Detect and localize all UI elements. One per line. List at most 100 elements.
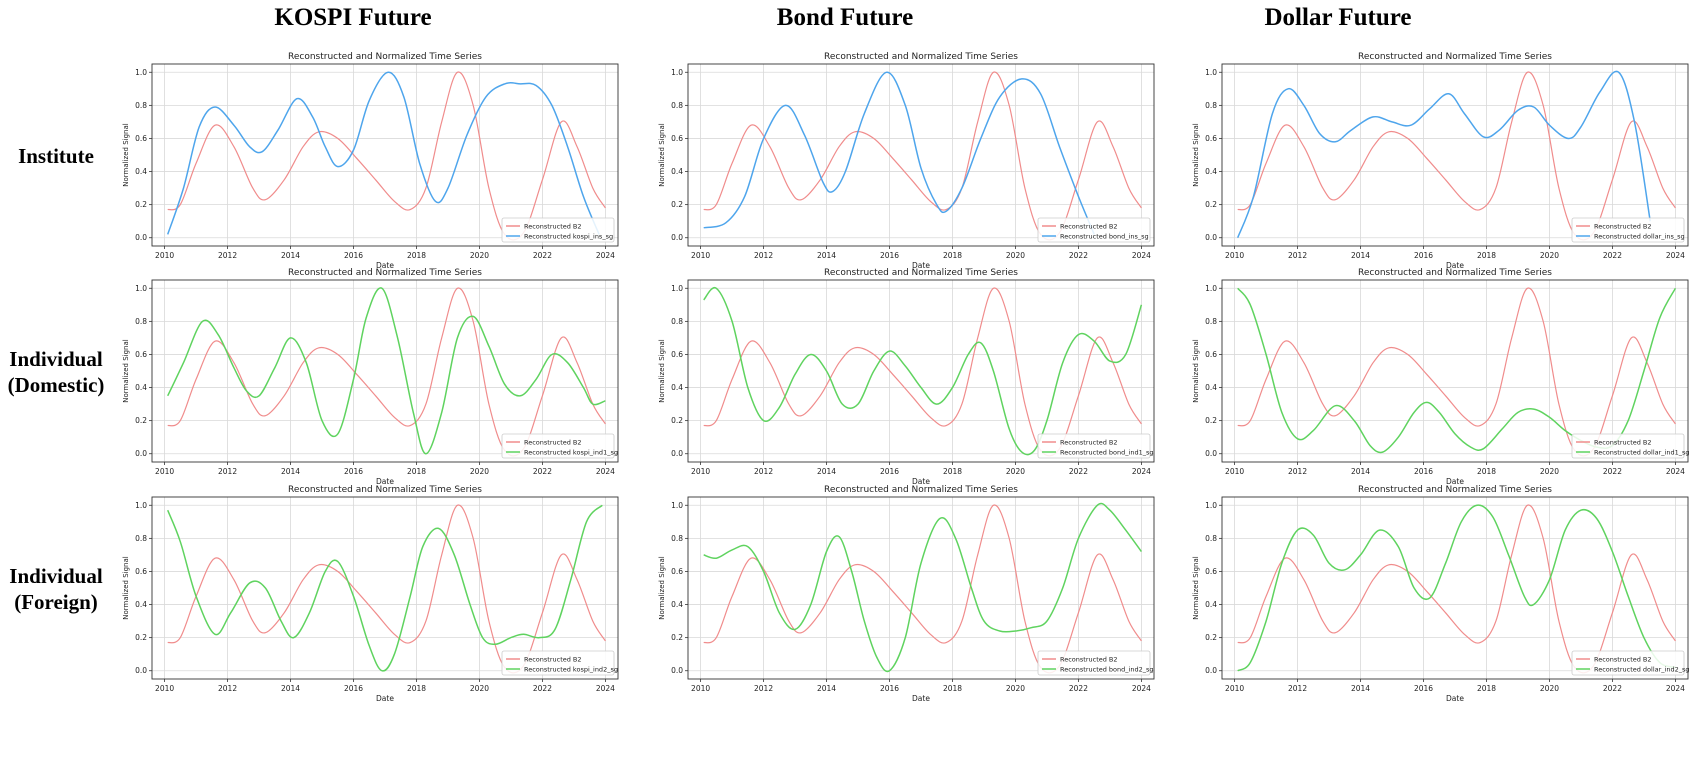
x-tick-label: 2024 (596, 467, 615, 476)
subplot-r0-c0: Reconstructed and Normalized Time Series… (122, 52, 619, 270)
series-line-signal (1237, 504, 1676, 672)
x-tick-label: 2020 (1540, 251, 1559, 260)
legend-box (1571, 650, 1685, 676)
subplot-title: Reconstructed and Normalized Time Series (1358, 268, 1552, 278)
subplot-r0-c2: Reconstructed and Normalized Time Series… (1192, 52, 1689, 270)
y-tick-label: 1.0 (671, 68, 683, 77)
x-tick-label: 2022 (533, 684, 552, 693)
legend: Reconstructed B2 Reconstructed dollar_ind… (1571, 650, 1690, 676)
x-tick-label: 2014 (1351, 467, 1370, 476)
x-tick-label: 2010 (691, 467, 710, 476)
legend-label: Reconstructed B2 (524, 656, 582, 664)
series-line-signal (167, 504, 603, 672)
x-tick-label: 2010 (1225, 684, 1244, 693)
column-title-kospi: KOSPI Future (274, 4, 432, 31)
x-tick-label: 2012 (754, 467, 773, 476)
subplot-r2-c2: Reconstructed and Normalized Time Series… (1192, 485, 1690, 703)
subplot-r1-c0: Reconstructed and Normalized Time Series… (122, 268, 619, 486)
x-tick-label: 2020 (470, 467, 489, 476)
subplot-title: Reconstructed and Normalized Time Series (824, 52, 1018, 62)
x-tick-label: 2012 (1288, 467, 1307, 476)
row-label-line1: Individual (9, 564, 103, 588)
x-tick-label: 2014 (817, 251, 836, 260)
legend-box (1571, 217, 1685, 243)
x-tick-label: 2016 (1414, 251, 1433, 260)
x-tick-label: 2018 (1477, 467, 1496, 476)
legend-box (1037, 433, 1151, 459)
subplot-r0-c1: Reconstructed and Normalized Time Series… (658, 52, 1155, 270)
y-tick-label: 0.2 (135, 416, 147, 425)
legend-label: Reconstructed B2 (1060, 223, 1118, 231)
x-tick-label: 2018 (407, 684, 426, 693)
y-tick-label: 0.8 (135, 317, 147, 326)
x-tick-label: 2014 (1351, 251, 1370, 260)
plot-frame (687, 63, 1155, 247)
legend: Reconstructed B2 Reconstructed bond_ind1_… (1037, 433, 1153, 459)
subplot-r2-c0: Reconstructed and Normalized Time Series… (122, 485, 619, 703)
series-group (1237, 504, 1676, 674)
x-tick-label: 2022 (533, 467, 552, 476)
row-label-line1: Individual (9, 347, 103, 371)
legend-box (501, 217, 615, 243)
x-tick-label: 2010 (155, 251, 174, 260)
legend-box (1037, 650, 1151, 676)
y-tick-label: 0.4 (135, 167, 147, 176)
x-tick-label: 2012 (218, 684, 237, 693)
legend: Reconstructed B2 Reconstructed bond_ind2_… (1037, 650, 1153, 676)
y-tick-label: 0.4 (671, 383, 683, 392)
y-tick-label: 0.6 (671, 350, 683, 359)
y-tick-label: 0.0 (671, 233, 683, 242)
x-tick-label: 2020 (470, 684, 489, 693)
legend: Reconstructed B2 Reconstructed bond_ins_s… (1037, 217, 1151, 243)
x-tick-label: 2020 (1006, 684, 1025, 693)
x-tick-label: 2024 (1132, 684, 1151, 693)
series-group (703, 502, 1143, 674)
y-tick-label: 0.2 (135, 200, 147, 209)
series-line-signal (166, 71, 600, 235)
plot-frame (1221, 63, 1689, 247)
series-group (703, 71, 1142, 241)
legend-label: Reconstructed bond_ins_sg (1060, 233, 1149, 241)
legend-label: Reconstructed dollar_ind2_sg (1594, 666, 1690, 674)
legend-box (1571, 433, 1685, 459)
y-tick-label: 0.2 (135, 633, 147, 642)
y-tick-label: 0.0 (1205, 666, 1217, 675)
x-tick-label: 2010 (155, 684, 174, 693)
plot-frame (687, 496, 1155, 680)
y-tick-label: 0.2 (1205, 633, 1217, 642)
x-axis-label: Date (376, 261, 394, 270)
plot-frame (151, 279, 619, 463)
legend-label: Reconstructed bond_ind2_sg (1060, 666, 1153, 674)
x-tick-label: 2024 (596, 684, 615, 693)
y-tick-label: 0.2 (1205, 200, 1217, 209)
y-tick-label: 0.0 (135, 666, 147, 675)
legend-label: Reconstructed kospi_ind2_sg (524, 666, 618, 674)
legend-label: Reconstructed B2 (1594, 223, 1652, 231)
x-tick-label: 2018 (943, 251, 962, 260)
y-tick-label: 0.0 (671, 449, 683, 458)
y-axis-label: Normalized Signal (1192, 123, 1200, 186)
x-tick-label: 2018 (1477, 684, 1496, 693)
x-tick-label: 2024 (596, 251, 615, 260)
row-label-institute: Institute (0, 143, 112, 169)
y-tick-label: 1.0 (135, 501, 147, 510)
y-tick-label: 0.0 (135, 233, 147, 242)
y-tick-label: 0.6 (1205, 567, 1217, 576)
y-tick-label: 0.2 (1205, 416, 1217, 425)
legend: Reconstructed B2 Reconstructed dollar_ind… (1571, 433, 1690, 459)
y-tick-label: 0.2 (671, 633, 683, 642)
x-tick-label: 2010 (1225, 467, 1244, 476)
x-tick-label: 2014 (1351, 684, 1370, 693)
y-axis-label: Normalized Signal (1192, 556, 1200, 619)
x-tick-label: 2024 (1666, 684, 1685, 693)
plot-frame (1221, 496, 1689, 680)
series-line-b2 (703, 504, 1142, 674)
x-tick-label: 2024 (1132, 251, 1151, 260)
y-tick-label: 0.6 (1205, 134, 1217, 143)
y-tick-label: 1.0 (135, 284, 147, 293)
x-axis-label: Date (1446, 261, 1464, 270)
x-tick-label: 2024 (1666, 467, 1685, 476)
y-tick-label: 1.0 (671, 501, 683, 510)
column-title-bond: Bond Future (776, 4, 914, 31)
subplot-title: Reconstructed and Normalized Time Series (288, 52, 482, 62)
